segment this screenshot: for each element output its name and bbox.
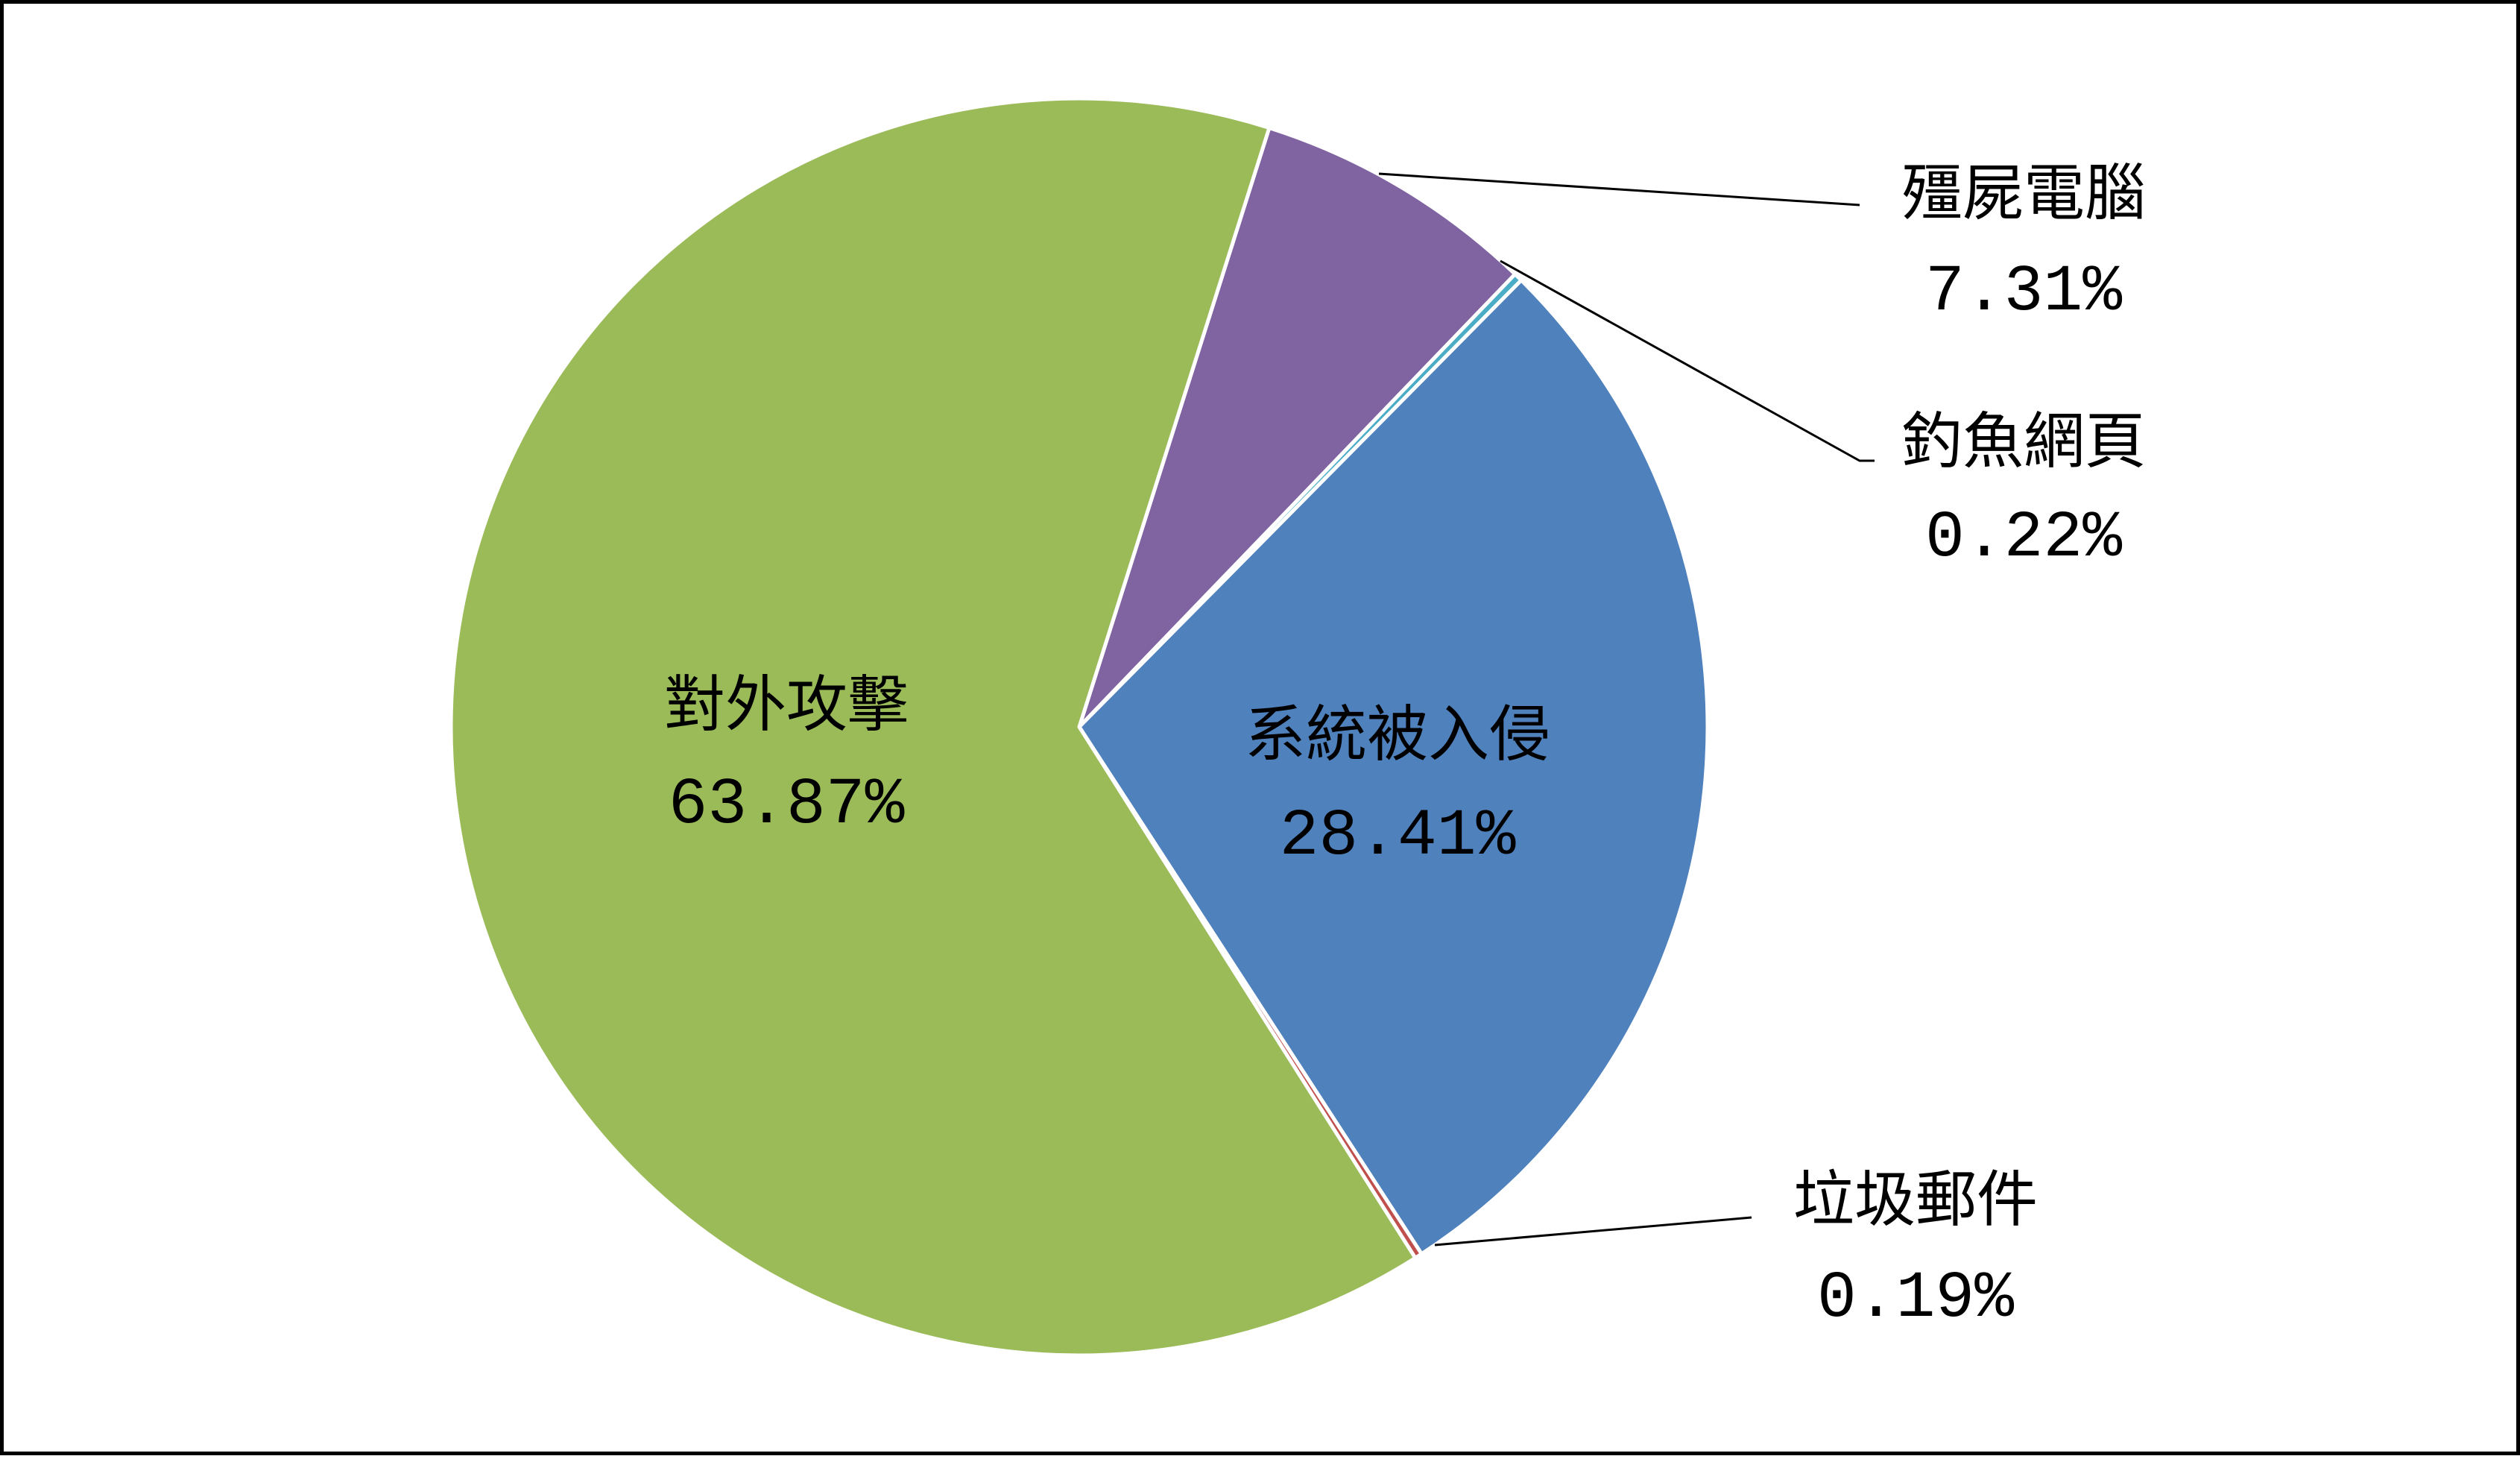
pie-slice (1077, 278, 1710, 1256)
slice-labels: 殭屍電腦 7.31% 釣魚網頁 0.22% 系統被入侵 28.41% 垃圾郵件 0.19% 對外… (664, 158, 2146, 1336)
leader-line (1434, 1216, 1752, 1247)
leader-line (1500, 259, 1875, 462)
slice-category-label: 殭屍電腦 (1901, 158, 2146, 229)
slice-percent-label: 28.41% (1280, 800, 1516, 874)
leader-lines (1378, 172, 1875, 1247)
slice-category-label: 垃圾郵件 (1793, 1165, 2038, 1235)
pie-slice (1077, 125, 1518, 729)
slice-category-label: 系統被入侵 (1245, 699, 1550, 770)
slice-percent-label: 63.87% (669, 769, 905, 842)
pie-slice (449, 96, 1418, 1358)
slice-category-label: 釣魚網頁 (1901, 406, 2146, 477)
pie-slices (449, 96, 1710, 1358)
pie-chart: 殭屍電腦 7.31% 釣魚網頁 0.22% 系統被入侵 28.41% 垃圾郵件 0.19% 對外… (449, 96, 2146, 1358)
leader-line (1378, 172, 1860, 207)
slice-percent-label: 0.19% (1817, 1262, 2014, 1336)
slice-category-label: 對外攻擊 (664, 669, 909, 740)
slice-percent-label: 7.31% (1925, 256, 2122, 330)
slice-percent-label: 0.22% (1925, 502, 2122, 576)
